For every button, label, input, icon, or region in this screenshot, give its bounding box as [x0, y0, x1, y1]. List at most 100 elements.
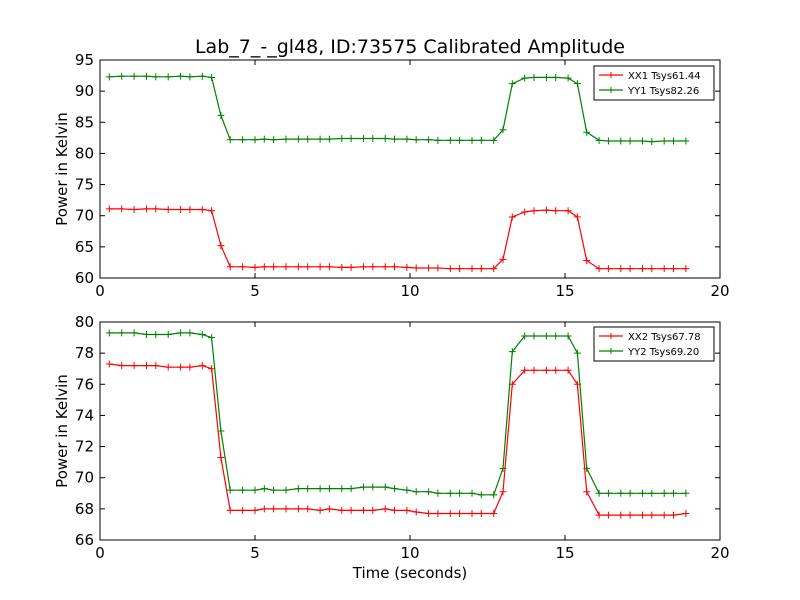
data-point: [226, 136, 234, 144]
x-tick-label: 15: [555, 282, 574, 300]
data-point: [304, 135, 312, 143]
data-point: [143, 205, 150, 213]
data-point: [226, 486, 234, 494]
data-point: [521, 366, 529, 374]
data-point: [177, 205, 185, 213]
y-tick-label: 80: [75, 144, 94, 162]
data-point: [251, 486, 259, 494]
chart-title: Lab_7_-_gl48, ID:73575 Calibrated Amplit…: [195, 36, 625, 58]
data-point: [118, 72, 126, 80]
data-point: [325, 485, 333, 493]
data-point: [360, 263, 367, 271]
data-point: [338, 485, 346, 493]
data-point: [412, 488, 420, 496]
data-point: [604, 137, 612, 145]
data-point: [456, 510, 464, 518]
data-point: [270, 505, 278, 513]
data-point: [573, 349, 581, 357]
data-point: [152, 330, 160, 338]
data-point: [403, 486, 411, 494]
data-point: [617, 137, 625, 145]
data-point: [425, 488, 433, 496]
plot-panel-1: 0 5 10 15 20 60 65 70 75 80 85 90 95 Power in Kelvin X…: [53, 51, 730, 300]
data-point: [338, 263, 346, 271]
data-point: [270, 263, 278, 271]
data-point: [130, 72, 138, 80]
y-tick-label: 72: [75, 438, 94, 456]
data-point: [130, 205, 138, 213]
y-tick-label: 65: [75, 238, 94, 256]
y-tick-label: 74: [75, 406, 94, 424]
data-point: [552, 366, 560, 374]
data-point: [164, 73, 172, 81]
data-point: [446, 510, 454, 518]
legend-marker: [608, 333, 614, 339]
data-point: [521, 208, 529, 216]
y-tick-label: 60: [75, 269, 94, 287]
data-point: [434, 510, 442, 518]
data-point: [198, 362, 206, 370]
data-point: [490, 491, 498, 499]
data-point: [682, 137, 690, 145]
data-point: [542, 206, 550, 214]
data-point: [130, 362, 138, 370]
data-point: [639, 265, 646, 273]
data-point: [521, 332, 529, 340]
data-point: [217, 242, 225, 250]
data-point: [595, 136, 603, 144]
data-point: [118, 362, 126, 370]
data-point: [403, 263, 411, 271]
legend-label: YY1 Tsys82.26: [627, 86, 699, 97]
data-point: [425, 136, 433, 144]
data-point: [282, 263, 290, 271]
data-point: [177, 329, 185, 337]
data-point: [639, 137, 646, 145]
x-tick-label: 20: [710, 282, 729, 300]
data-point: [360, 506, 367, 514]
y-tick-label: 76: [75, 375, 94, 393]
data-point: [391, 263, 398, 271]
y-tick-label: 95: [75, 51, 94, 69]
data-point: [542, 73, 550, 81]
data-point: [226, 263, 234, 271]
data-point: [499, 464, 507, 472]
data-point: [391, 135, 398, 143]
data-point: [648, 489, 656, 497]
data-point: [381, 483, 389, 491]
legend-marker: [608, 348, 614, 354]
data-point: [499, 488, 507, 496]
data-point: [282, 486, 290, 494]
data-point: [270, 486, 278, 494]
data-point: [648, 138, 656, 146]
data-point: [626, 265, 634, 273]
data-point: [403, 506, 411, 514]
data-point: [639, 511, 646, 519]
data-point: [152, 362, 160, 370]
y-tick-label: 90: [75, 82, 94, 100]
data-point: [670, 137, 677, 145]
data-point: [446, 265, 454, 273]
data-point: [412, 508, 420, 516]
data-point: [468, 510, 476, 518]
data-point: [316, 506, 324, 514]
data-point: [391, 485, 398, 493]
data-point: [604, 489, 612, 497]
data-point: [542, 366, 550, 374]
data-point: [208, 73, 216, 81]
data-point: [477, 136, 485, 144]
data-point: [304, 263, 312, 271]
data-point: [626, 137, 634, 145]
data-point: [552, 207, 560, 215]
data-point: [304, 485, 312, 493]
data-point: [468, 489, 476, 497]
data-point: [499, 126, 507, 134]
data-point: [186, 73, 194, 81]
data-point: [626, 489, 634, 497]
data-point: [583, 128, 591, 136]
data-point: [260, 135, 268, 143]
data-point: [130, 329, 138, 337]
data-point: [177, 72, 185, 80]
data-point: [217, 111, 225, 119]
data-point: [369, 134, 377, 142]
